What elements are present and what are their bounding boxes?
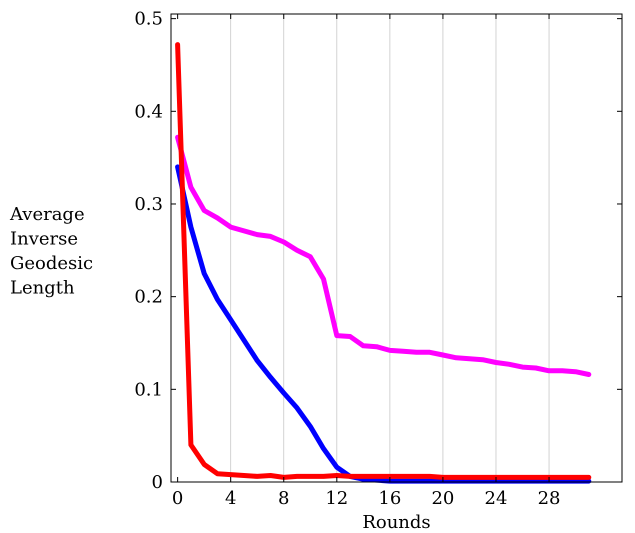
grid bbox=[230, 14, 550, 482]
x-tick-label: 16 bbox=[378, 488, 401, 509]
y-tick-label: 0 bbox=[152, 472, 163, 493]
x-tick-label: 0 bbox=[172, 488, 183, 509]
x-tick-label: 28 bbox=[538, 488, 561, 509]
series-group bbox=[175, 42, 592, 484]
x-tick-label: 12 bbox=[325, 488, 348, 509]
y-tick-label: 0.4 bbox=[134, 101, 163, 122]
series-line-1 bbox=[175, 134, 592, 377]
series-line-2 bbox=[175, 164, 592, 484]
y-tick-label: 0.5 bbox=[134, 9, 163, 30]
y-tick-label: 0.1 bbox=[134, 379, 163, 400]
y-axis-ticks: 0 0.1 0.2 0.3 0.4 0.5 bbox=[134, 9, 622, 493]
y-axis-label-line-3: Geodesic bbox=[10, 253, 93, 274]
plot-frame bbox=[170, 13, 623, 483]
y-axis-label: Average Inverse Geodesic Length bbox=[9, 204, 93, 299]
y-axis-label-line-2: Inverse bbox=[10, 229, 78, 250]
series-line-3 bbox=[175, 42, 592, 480]
y-axis-label-line-4: Length bbox=[10, 278, 75, 299]
y-tick-label: 0.2 bbox=[134, 287, 163, 308]
x-axis-label: Rounds bbox=[362, 512, 430, 533]
x-tick-label: 24 bbox=[485, 488, 508, 509]
x-tick-label: 4 bbox=[225, 488, 236, 509]
x-tick-label: 8 bbox=[278, 488, 289, 509]
y-tick-label: 0.3 bbox=[134, 194, 163, 215]
x-axis-ticks: 0 4 8 12 16 20 24 28 bbox=[172, 14, 561, 509]
y-axis-label-line-1: Average bbox=[9, 204, 85, 225]
x-tick-label: 20 bbox=[431, 488, 454, 509]
